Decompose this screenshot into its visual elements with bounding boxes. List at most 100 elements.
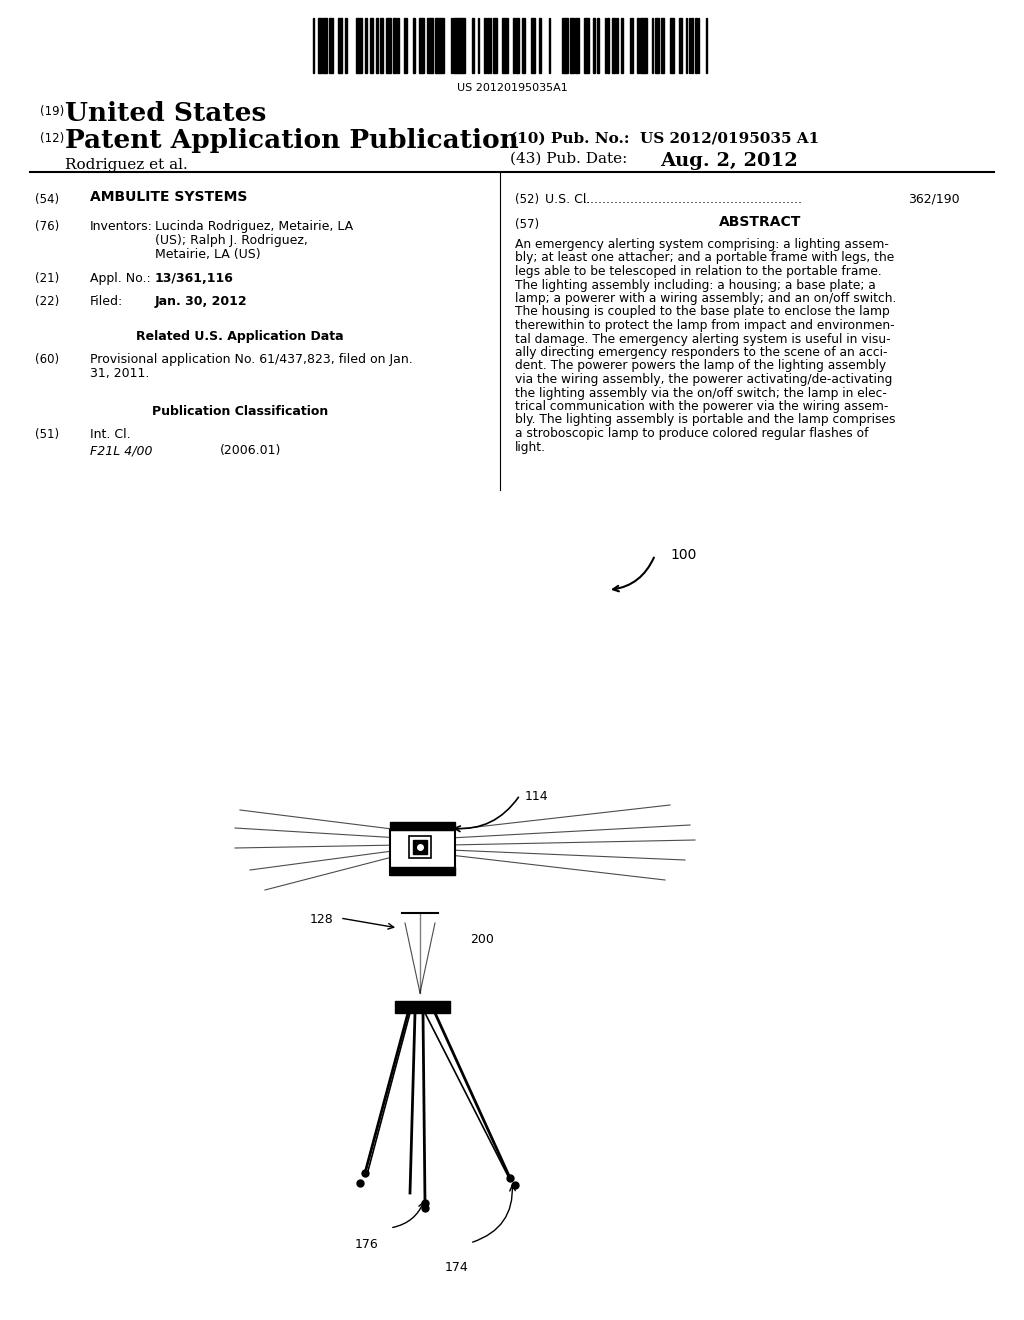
Bar [421,18,424,73]
Bar [455,18,457,73]
Bar [472,18,474,73]
Text: United States: United States [65,102,266,125]
Text: U.S. Cl.: U.S. Cl. [545,193,591,206]
Text: 176: 176 [355,1238,379,1251]
Text: ally directing emergency responders to the scene of an acci-: ally directing emergency responders to t… [515,346,888,359]
Text: Lucinda Rodriguez, Metairie, LA: Lucinda Rodriguez, Metairie, LA [155,220,353,234]
Bar [522,18,525,73]
Bar [487,18,489,73]
Bar [695,18,697,73]
Bar [457,18,459,73]
Text: bly; at least one attacher; and a portable frame with legs, the: bly; at least one attacher; and a portab… [515,252,894,264]
Bar [577,18,579,73]
Text: trical communication with the powerer via the wiring assem-: trical communication with the powerer vi… [515,400,889,413]
Bar [584,18,586,73]
Text: legs able to be telescoped in relation to the portable frame.: legs able to be telescoped in relation t… [515,265,882,279]
Text: F21L 4/00: F21L 4/00 [90,444,153,457]
Text: An emergency alerting system comprising: a lighting assem-: An emergency alerting system comprising:… [515,238,889,251]
Bar [504,18,508,73]
Text: Filed:: Filed: [90,294,123,308]
Bar [329,18,331,73]
Text: (2006.01): (2006.01) [220,444,282,457]
Text: AMBULITE SYSTEMS: AMBULITE SYSTEMS [90,190,248,205]
Text: light.: light. [515,441,546,454]
Bar [459,18,461,73]
Text: (60): (60) [35,352,59,366]
Text: the lighting assembly via the on/off switch; the lamp in elec-: the lighting assembly via the on/off swi… [515,387,887,400]
Bar [484,18,486,73]
Bar [655,18,659,73]
Text: Aug. 2, 2012: Aug. 2, 2012 [660,152,798,170]
Bar [495,18,497,73]
Text: Publication Classification: Publication Classification [152,405,328,418]
Text: 362/190: 362/190 [908,193,961,206]
Bar [575,18,577,73]
Bar [691,18,693,73]
Bar [493,18,495,73]
Bar [566,18,568,73]
Text: Metairie, LA (US): Metairie, LA (US) [155,248,261,261]
Bar [359,18,362,73]
Bar [644,18,647,73]
Bar [597,18,599,73]
Bar [409,836,431,858]
Text: Inventors:: Inventors: [90,220,153,234]
Bar [662,18,664,73]
Text: The housing is coupled to the base plate to enclose the lamp: The housing is coupled to the base plate… [515,305,890,318]
Bar [393,18,396,73]
Bar [621,18,623,73]
Bar [562,18,565,73]
Bar [513,18,515,73]
Text: 128: 128 [310,913,334,927]
Text: Rodriguez et al.: Rodriguez et al. [65,158,187,172]
Bar [440,18,444,73]
Text: .......................................................: ........................................… [583,193,803,206]
Text: (57): (57) [515,218,539,231]
Bar [571,18,574,73]
Bar [390,822,455,830]
Bar [630,18,633,73]
Text: Appl. No.:: Appl. No.: [90,272,151,285]
Text: US 20120195035A1: US 20120195035A1 [457,83,567,92]
Bar [345,18,347,73]
Text: 31, 2011.: 31, 2011. [90,367,150,380]
Bar [427,18,431,73]
Text: (10) Pub. No.:  US 2012/0195035 A1: (10) Pub. No.: US 2012/0195035 A1 [510,132,819,147]
Bar [380,18,383,73]
Bar [365,18,367,73]
Text: bly. The lighting assembly is portable and the lamp comprises: bly. The lighting assembly is portable a… [515,413,896,426]
Text: (US); Ralph J. Rodriguez,: (US); Ralph J. Rodriguez, [155,234,308,247]
Text: 100: 100 [670,548,696,562]
Text: ABSTRACT: ABSTRACT [719,215,801,228]
Text: therewithin to protect the lamp from impact and environmen-: therewithin to protect the lamp from imp… [515,319,895,333]
Text: 13/361,116: 13/361,116 [155,272,233,285]
Text: Related U.S. Application Data: Related U.S. Application Data [136,330,344,343]
Text: (19): (19) [40,106,65,117]
Bar [671,18,674,73]
Bar [461,18,464,73]
Bar [388,18,390,73]
Bar [517,18,519,73]
Text: (76): (76) [35,220,59,234]
Text: (52): (52) [515,193,539,206]
Bar [679,18,681,73]
Text: Int. Cl.: Int. Cl. [90,428,131,441]
Text: (43) Pub. Date:: (43) Pub. Date: [510,152,628,166]
Text: Jan. 30, 2012: Jan. 30, 2012 [155,294,248,308]
Text: Patent Application Publication: Patent Application Publication [65,128,519,153]
Text: lamp; a powerer with a wiring assembly; and an on/off switch.: lamp; a powerer with a wiring assembly; … [515,292,896,305]
Text: 174: 174 [445,1261,469,1274]
Text: dent. The powerer powers the lamp of the lighting assembly: dent. The powerer powers the lamp of the… [515,359,886,372]
Text: 200: 200 [470,933,494,946]
Bar [404,18,407,73]
Bar [532,18,535,73]
Text: (54): (54) [35,193,59,206]
Bar [370,18,372,73]
Bar [586,18,588,73]
Text: Provisional application No. 61/437,823, filed on Jan.: Provisional application No. 61/437,823, … [90,352,413,366]
Bar [331,18,333,73]
Text: 114: 114 [525,789,549,803]
Text: The lighting assembly including: a housing; a base plate; a: The lighting assembly including: a housi… [515,279,876,292]
Text: (21): (21) [35,272,59,285]
Bar [395,1001,450,1012]
